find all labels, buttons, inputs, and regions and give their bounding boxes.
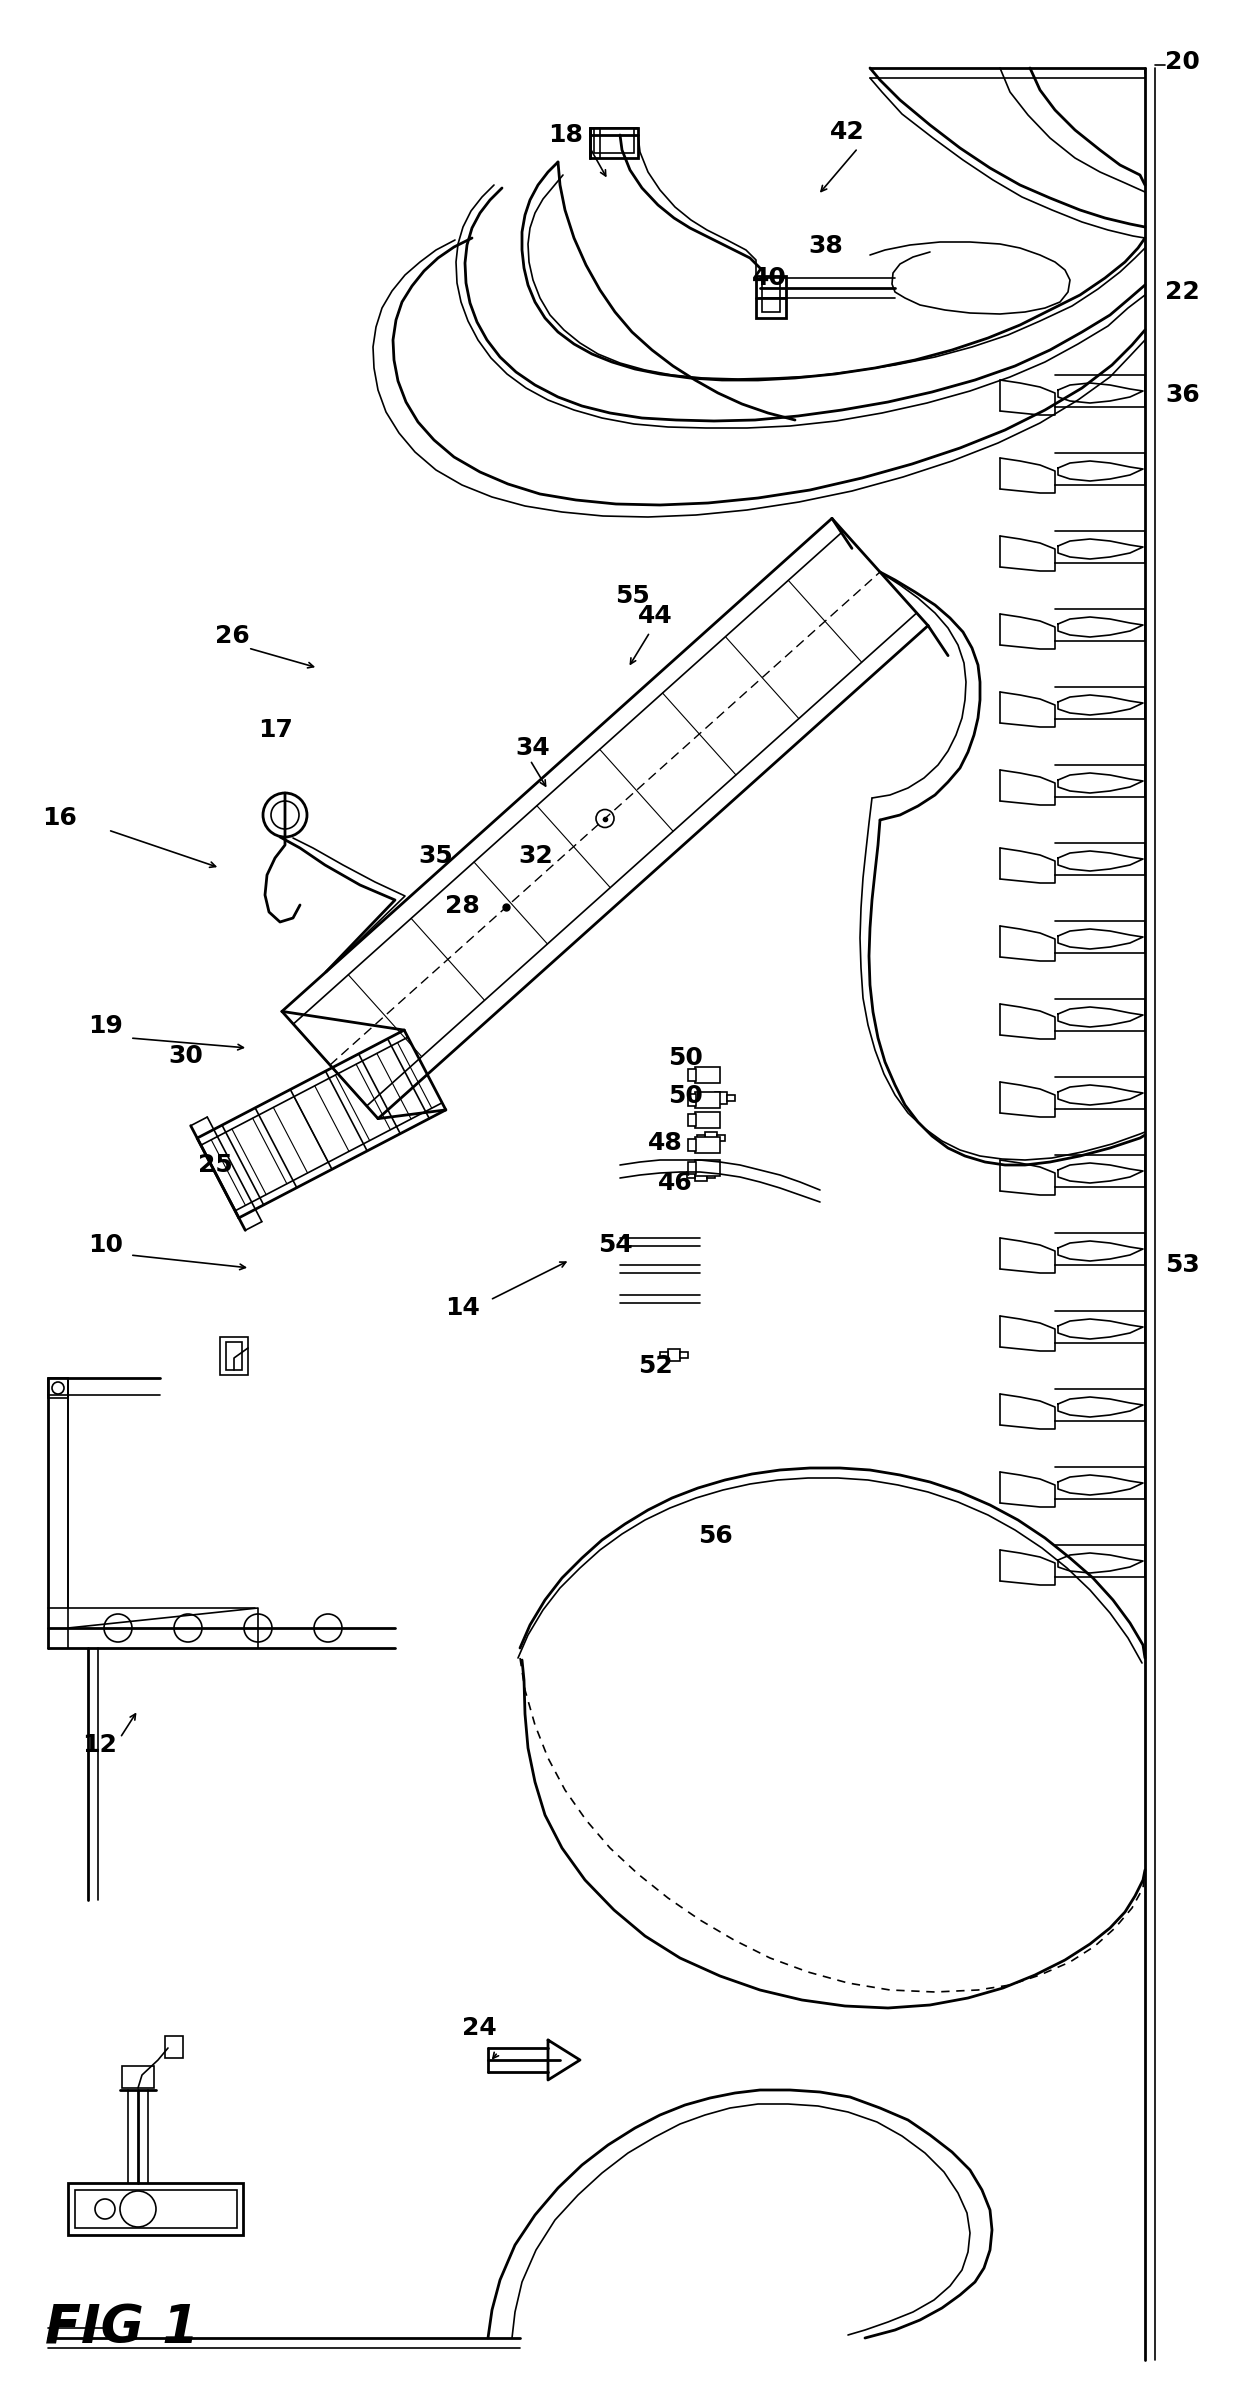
Bar xyxy=(694,1136,720,1153)
Circle shape xyxy=(120,2191,156,2227)
Bar xyxy=(688,1139,696,1151)
Bar xyxy=(48,1378,68,1397)
Bar xyxy=(688,1115,696,1127)
Text: 44: 44 xyxy=(639,605,673,629)
Text: FIG 1: FIG 1 xyxy=(45,2303,198,2356)
Bar xyxy=(660,1351,668,1359)
Bar xyxy=(687,1172,694,1177)
Text: 52: 52 xyxy=(639,1354,673,1378)
Circle shape xyxy=(104,1615,131,1641)
Text: 46: 46 xyxy=(658,1172,693,1196)
Text: 24: 24 xyxy=(463,2016,497,2040)
Text: 16: 16 xyxy=(42,806,77,830)
Bar xyxy=(694,1112,720,1129)
Text: 17: 17 xyxy=(258,718,293,742)
Text: 50: 50 xyxy=(668,1045,703,1069)
Text: 10: 10 xyxy=(88,1232,123,1258)
Bar xyxy=(226,1342,242,1371)
Circle shape xyxy=(52,1383,64,1395)
Bar xyxy=(165,2036,184,2057)
Bar xyxy=(715,1093,727,1105)
Bar xyxy=(590,129,639,158)
Bar xyxy=(694,1160,720,1177)
Bar xyxy=(727,1096,735,1100)
Text: 22: 22 xyxy=(1166,280,1200,304)
Bar xyxy=(707,1096,715,1100)
Bar xyxy=(680,1351,688,1359)
Circle shape xyxy=(596,808,614,828)
Circle shape xyxy=(95,2198,115,2220)
Text: 18: 18 xyxy=(548,122,583,146)
Text: 32: 32 xyxy=(518,844,553,868)
Bar xyxy=(688,1069,696,1081)
Bar xyxy=(219,1337,248,1375)
Text: 25: 25 xyxy=(198,1153,233,1177)
Text: 38: 38 xyxy=(808,234,843,258)
Text: 42: 42 xyxy=(830,120,864,144)
Circle shape xyxy=(314,1615,342,1641)
Text: 26: 26 xyxy=(215,624,249,648)
Bar xyxy=(694,1093,720,1107)
Text: 14: 14 xyxy=(445,1296,480,1320)
Text: 34: 34 xyxy=(515,737,549,761)
Text: 56: 56 xyxy=(698,1524,733,1548)
Bar xyxy=(122,2067,154,2088)
Text: 19: 19 xyxy=(88,1014,123,1038)
Text: 20: 20 xyxy=(1166,50,1200,74)
Bar xyxy=(688,1093,696,1105)
Text: 35: 35 xyxy=(418,844,453,868)
Bar xyxy=(694,1067,720,1084)
Text: 36: 36 xyxy=(1166,383,1200,407)
Bar xyxy=(707,1172,715,1177)
Text: 30: 30 xyxy=(167,1043,203,1067)
Bar xyxy=(756,275,786,318)
Text: 12: 12 xyxy=(82,1732,117,1758)
Bar xyxy=(694,1170,707,1182)
Text: 48: 48 xyxy=(649,1131,683,1155)
Circle shape xyxy=(244,1615,272,1641)
Text: 50: 50 xyxy=(668,1084,703,1107)
Bar xyxy=(763,277,780,311)
Circle shape xyxy=(263,794,308,837)
Bar xyxy=(68,2184,243,2234)
Bar xyxy=(668,1349,680,1361)
Bar xyxy=(594,129,634,153)
Bar xyxy=(717,1134,725,1141)
Circle shape xyxy=(174,1615,202,1641)
Text: 55: 55 xyxy=(615,584,650,608)
Text: 28: 28 xyxy=(445,895,480,919)
Bar xyxy=(688,1163,696,1174)
Bar xyxy=(697,1134,706,1141)
Bar xyxy=(74,2191,237,2227)
Circle shape xyxy=(272,801,299,830)
Text: 53: 53 xyxy=(1166,1253,1200,1277)
Bar xyxy=(706,1131,717,1143)
Text: 54: 54 xyxy=(598,1232,632,1258)
Text: 40: 40 xyxy=(751,266,787,289)
